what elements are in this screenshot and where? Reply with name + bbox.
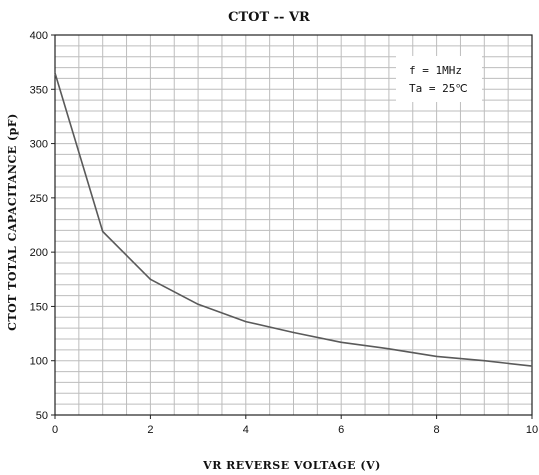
data-point xyxy=(435,355,438,358)
data-point xyxy=(54,72,56,74)
data-point xyxy=(292,331,295,334)
annotation-frequency: f = 1MHz xyxy=(409,64,462,77)
x-tick-label: 4 xyxy=(243,424,249,436)
data-point xyxy=(531,365,533,367)
grid-lines xyxy=(55,35,532,415)
y-tick-label: 300 xyxy=(30,139,48,151)
x-tick-label: 2 xyxy=(147,424,153,436)
series-layer xyxy=(54,72,533,367)
y-tick-label: 200 xyxy=(30,247,48,259)
y-tick-label: 150 xyxy=(30,301,48,313)
data-point xyxy=(197,303,199,306)
annotation-temperature: Ta = 25℃ xyxy=(409,82,468,95)
data-point xyxy=(101,230,104,233)
data-point xyxy=(340,341,343,344)
x-tick-label: 10 xyxy=(526,424,538,436)
x-tick-label: 6 xyxy=(338,424,344,436)
data-point xyxy=(149,278,152,281)
data-point xyxy=(245,320,247,323)
y-axis-label: CTOT TOTAL CAPACITANCE (pF) xyxy=(6,113,19,331)
x-tick-label: 0 xyxy=(52,424,58,436)
plot-frame xyxy=(54,34,533,416)
legend-box xyxy=(396,56,482,102)
x-tick-label: 8 xyxy=(434,424,440,436)
data-point xyxy=(483,359,486,362)
y-tick-label: 50 xyxy=(36,410,48,422)
y-tick-label: 350 xyxy=(30,84,48,96)
x-axis-label: VR REVERSE VOLTAGE (V) xyxy=(202,459,381,472)
chart-title: CTOT -- VR xyxy=(228,10,310,25)
axis-ticks: 0 2 4 6 8 10 400 350 300 250 200 150 100 50 xyxy=(30,30,538,436)
y-tick-label: 400 xyxy=(30,30,48,42)
data-point xyxy=(388,347,390,350)
y-tick-label: 250 xyxy=(30,193,48,205)
y-tick-label: 100 xyxy=(30,356,48,368)
